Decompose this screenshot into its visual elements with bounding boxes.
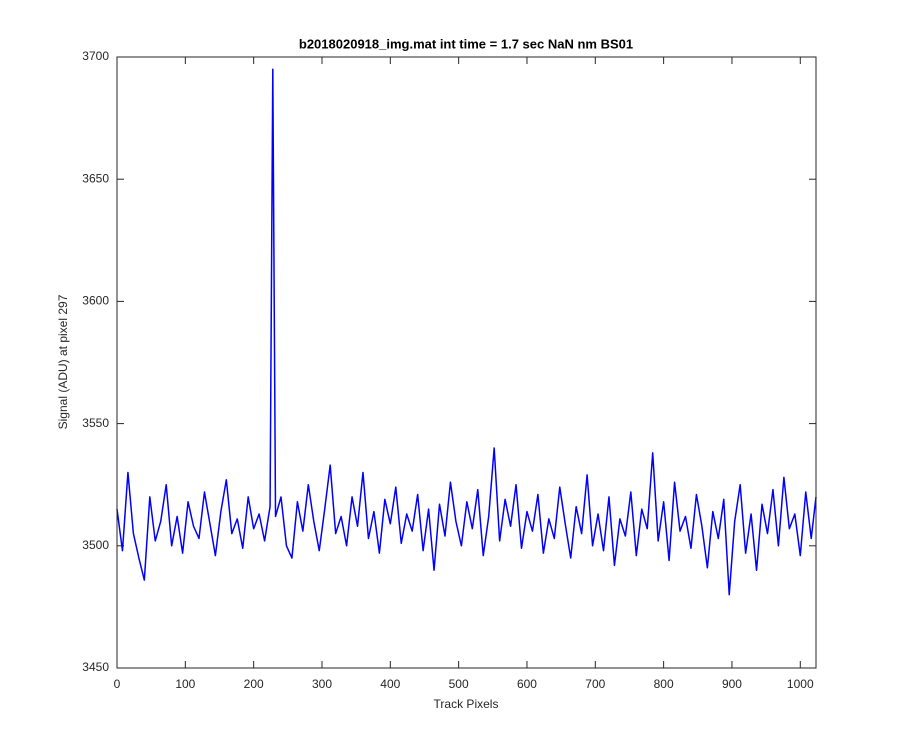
y-tick-label: 3600 [82, 294, 109, 308]
y-tick-label: 3700 [82, 49, 109, 63]
x-tick-label: 700 [585, 677, 605, 691]
x-tick-label: 0 [114, 677, 121, 691]
x-tick-label: 900 [722, 677, 742, 691]
x-tick-label: 100 [175, 677, 195, 691]
y-tick-label: 3650 [82, 171, 109, 185]
x-tick-label: 500 [449, 677, 469, 691]
x-tick-label: 600 [517, 677, 537, 691]
axes-box [116, 56, 817, 669]
x-tick-label: 400 [380, 677, 400, 691]
x-tick-label: 200 [244, 677, 264, 691]
data-line [116, 68, 817, 596]
y-tick-label: 3450 [82, 660, 109, 674]
y-axis-label: Signal (ADU) at pixel 297 [56, 294, 70, 429]
y-tick-label: 3500 [82, 538, 109, 552]
x-tick-label: 300 [312, 677, 332, 691]
x-tick-label: 1000 [787, 677, 814, 691]
x-axis-label: Track Pixels [434, 697, 499, 711]
y-tick-label: 3550 [82, 416, 109, 430]
chart-title: b2018020918_img.mat int time = 1.7 sec N… [299, 36, 633, 51]
x-tick-label: 800 [654, 677, 674, 691]
